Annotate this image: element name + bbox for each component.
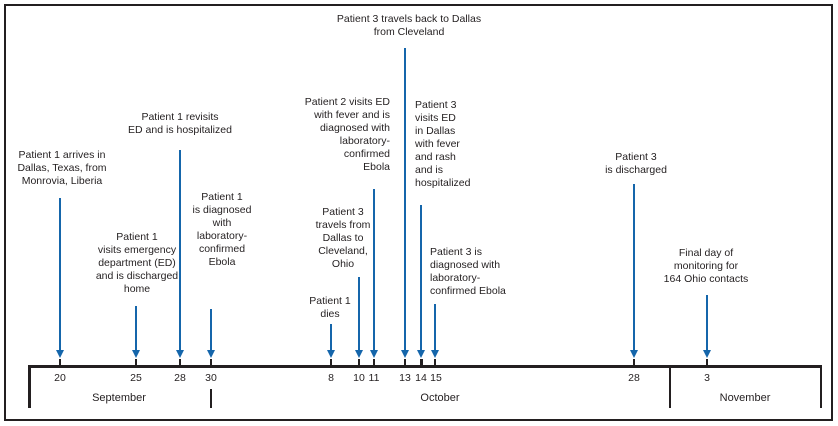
axis-left-bracket bbox=[28, 365, 31, 408]
tick-label-nov3: 3 bbox=[704, 372, 710, 384]
axis-tick bbox=[329, 359, 333, 365]
month-label-november: November bbox=[719, 392, 771, 404]
figure-border bbox=[4, 4, 833, 421]
event-label-oct15: Patient 3 is diagnosed with laboratory- … bbox=[430, 246, 506, 297]
event-arrow-sep28 bbox=[178, 150, 182, 351]
event-arrow-oct28 bbox=[632, 184, 636, 351]
event-label-oct14: Patient 3 visits ED in Dallas with fever… bbox=[415, 99, 471, 189]
event-arrow-sep20 bbox=[58, 198, 62, 351]
event-arrow-sep30 bbox=[209, 309, 213, 351]
event-arrow-oct8 bbox=[329, 324, 333, 351]
axis-tick bbox=[403, 359, 407, 365]
event-label-oct11: Patient 2 visits ED with fever and is di… bbox=[304, 96, 390, 173]
event-arrow-nov3 bbox=[705, 295, 709, 351]
month-label-october: October bbox=[420, 392, 460, 404]
tick-label-oct15: 15 bbox=[430, 372, 442, 384]
event-label-sep30: Patient 1 is diagnosed with laboratory- … bbox=[192, 191, 252, 268]
arrowhead-icon bbox=[175, 350, 184, 358]
event-arrow-oct13 bbox=[403, 48, 407, 351]
event-label-oct8: Patient 1 dies bbox=[309, 295, 351, 320]
axis-tick bbox=[705, 359, 709, 365]
event-label-oct13: Patient 3 travels back to Dallas from Cl… bbox=[336, 13, 482, 38]
event-label-sep20: Patient 1 arrives in Dallas, Texas, from… bbox=[17, 149, 107, 187]
axis-tick bbox=[372, 359, 376, 365]
tick-label-oct13: 13 bbox=[399, 372, 411, 384]
event-label-nov3: Final day of monitoring for 164 Ohio con… bbox=[663, 247, 749, 285]
month-label-september: September bbox=[92, 392, 146, 404]
axis-tick bbox=[433, 359, 437, 365]
axis-tick bbox=[178, 359, 182, 365]
arrowhead-icon bbox=[629, 350, 638, 358]
timeline-axis bbox=[28, 365, 822, 368]
event-arrow-oct10 bbox=[357, 277, 361, 351]
oct-nov-divider bbox=[668, 365, 672, 408]
event-label-sep28: Patient 1 revisits ED and is hospitalize… bbox=[128, 111, 232, 136]
axis-tick bbox=[134, 359, 138, 365]
axis-tick bbox=[58, 359, 62, 365]
event-arrow-oct15 bbox=[433, 304, 437, 351]
axis-tick bbox=[632, 359, 636, 365]
arrowhead-icon bbox=[326, 350, 335, 358]
tick-label-oct8: 8 bbox=[328, 372, 334, 384]
arrowhead-icon bbox=[416, 350, 425, 358]
arrowhead-icon bbox=[400, 350, 409, 358]
axis-tick bbox=[209, 359, 213, 365]
tick-label-oct28: 28 bbox=[628, 372, 640, 384]
axis-tick bbox=[420, 359, 423, 365]
arrowhead-icon bbox=[430, 350, 439, 358]
arrowhead-icon bbox=[702, 350, 711, 358]
arrowhead-icon bbox=[131, 350, 140, 358]
event-label-oct10: Patient 3 travels from Dallas to Clevela… bbox=[315, 206, 371, 270]
arrowhead-icon bbox=[206, 350, 215, 358]
tick-label-sep28: 28 bbox=[174, 372, 186, 384]
tick-label-oct14: 14 bbox=[415, 372, 427, 384]
tick-label-sep30: 30 bbox=[205, 372, 217, 384]
tick-label-sep20: 20 bbox=[54, 372, 66, 384]
tick-label-sep25: 25 bbox=[130, 372, 142, 384]
sep-oct-divider bbox=[209, 389, 213, 408]
tick-label-oct10: 10 bbox=[353, 372, 365, 384]
arrowhead-icon bbox=[369, 350, 378, 358]
event-label-sep25: Patient 1 visits emergency department (E… bbox=[95, 231, 179, 295]
tick-label-oct11: 11 bbox=[368, 372, 380, 384]
axis-tick bbox=[357, 359, 361, 365]
arrowhead-icon bbox=[354, 350, 363, 358]
event-arrow-sep25 bbox=[134, 306, 138, 351]
arrowhead-icon bbox=[55, 350, 64, 358]
event-arrow-oct14 bbox=[420, 205, 422, 351]
axis-right-bracket bbox=[819, 365, 822, 408]
event-label-oct28: Patient 3 is discharged bbox=[605, 151, 667, 176]
event-arrow-oct11 bbox=[372, 189, 376, 351]
